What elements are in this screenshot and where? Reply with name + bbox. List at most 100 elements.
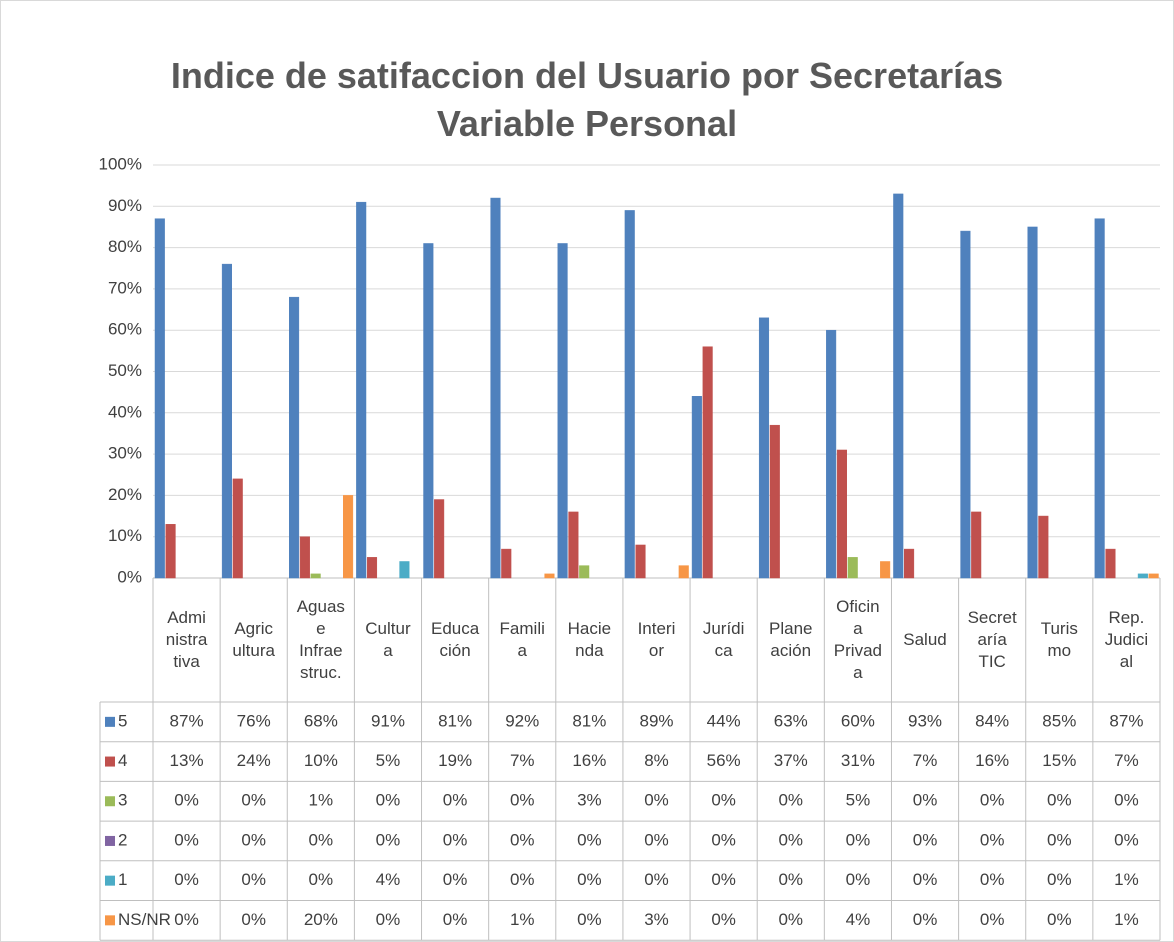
bar (971, 511, 982, 579)
bar (1137, 573, 1148, 579)
table-value: 0% (174, 870, 199, 889)
table-value: 85% (1042, 711, 1076, 730)
y-tick-label: 80% (108, 237, 142, 256)
table-value: 1% (309, 791, 334, 810)
table-value: 93% (908, 711, 942, 730)
table-value: 56% (707, 751, 741, 770)
bar (501, 548, 512, 579)
table-value: 0% (443, 830, 468, 849)
table-value: 81% (572, 711, 606, 730)
bar (758, 317, 770, 579)
table-value: 0% (510, 791, 535, 810)
bar (826, 329, 837, 579)
bar (557, 243, 568, 579)
table-value: 0% (510, 870, 535, 889)
y-tick-label: 30% (108, 444, 142, 463)
table-value: 81% (438, 711, 472, 730)
bar (960, 230, 971, 579)
legend-key (105, 716, 115, 727)
table-value: 0% (778, 830, 803, 849)
legend-label: 5 (118, 711, 127, 730)
table-value: 0% (241, 910, 266, 929)
category-label: Agric ultura (232, 619, 275, 660)
bar (434, 499, 445, 579)
bar (769, 424, 780, 579)
table-value: 0% (778, 791, 803, 810)
category-label: Plane ación (769, 619, 813, 660)
bar (1094, 218, 1105, 579)
table-value: 10% (304, 751, 338, 770)
legend-key (105, 796, 115, 807)
table-value: 0% (1047, 830, 1072, 849)
table-value: 0% (174, 830, 199, 849)
category-label: Hacie nda (567, 619, 612, 660)
y-tick-label: 90% (108, 196, 142, 215)
bar (836, 449, 847, 579)
table-value: 20% (304, 910, 338, 929)
table-value: 0% (913, 870, 938, 889)
table-value: 0% (174, 791, 199, 810)
table-value: 8% (644, 751, 669, 770)
legend-key (105, 756, 115, 767)
table-value: 0% (1047, 910, 1072, 929)
bar (1148, 573, 1159, 579)
table-value: 87% (170, 711, 204, 730)
table-value: 0% (980, 791, 1005, 810)
y-tick-label: 100% (99, 154, 142, 173)
table-value: 16% (975, 751, 1009, 770)
chart-title: Indice de satifaccion del Usuario por Se… (170, 55, 1004, 144)
table-value: 7% (1114, 751, 1139, 770)
table-value: 19% (438, 751, 472, 770)
table-value: 0% (443, 791, 468, 810)
bar (399, 561, 410, 579)
table-value: 7% (913, 751, 938, 770)
table-value: 0% (577, 830, 602, 849)
legend-label: 2 (118, 830, 127, 849)
table-value: 60% (841, 711, 875, 730)
bar (847, 557, 858, 579)
category-label: Secret aría TIC (967, 608, 1017, 671)
category-label: Turis mo (1040, 619, 1078, 660)
table-value: 0% (913, 791, 938, 810)
bar (1105, 548, 1116, 579)
table-value: 91% (371, 711, 405, 730)
table-value: 0% (577, 910, 602, 929)
category-label: Cultur a (365, 619, 411, 660)
table-value: 5% (846, 791, 871, 810)
bar (678, 565, 689, 579)
bar (299, 536, 310, 579)
bar (232, 478, 243, 579)
table-value: 0% (846, 830, 871, 849)
table-value: 3% (577, 791, 602, 810)
table-value: 24% (237, 751, 271, 770)
table-value: 44% (707, 711, 741, 730)
bar (1038, 515, 1049, 579)
bar (366, 557, 378, 579)
table-value: 0% (577, 870, 602, 889)
legend-label: 4 (118, 751, 127, 770)
table-value: 37% (774, 751, 808, 770)
table-value: 0% (980, 870, 1005, 889)
table-value: 1% (1114, 910, 1139, 929)
table-value: 0% (778, 870, 803, 889)
table-value: 0% (241, 870, 266, 889)
table-value: 0% (778, 910, 803, 929)
bar (343, 495, 354, 579)
bar (490, 197, 501, 579)
table-value: 0% (644, 870, 669, 889)
y-tick-label: 40% (108, 402, 142, 421)
table-value: 31% (841, 751, 875, 770)
legend-key (105, 915, 115, 926)
bar (423, 243, 434, 579)
category-label: Oficin a Privad a (833, 597, 882, 682)
table-value: 3% (644, 910, 669, 929)
table-value: 1% (510, 910, 535, 929)
category-label: Interi or (637, 619, 676, 660)
table-value: 0% (443, 910, 468, 929)
category-label: Salud (903, 630, 947, 649)
table-value: 0% (913, 910, 938, 929)
table-value: 4% (846, 910, 871, 929)
legend-label: 3 (118, 791, 127, 810)
